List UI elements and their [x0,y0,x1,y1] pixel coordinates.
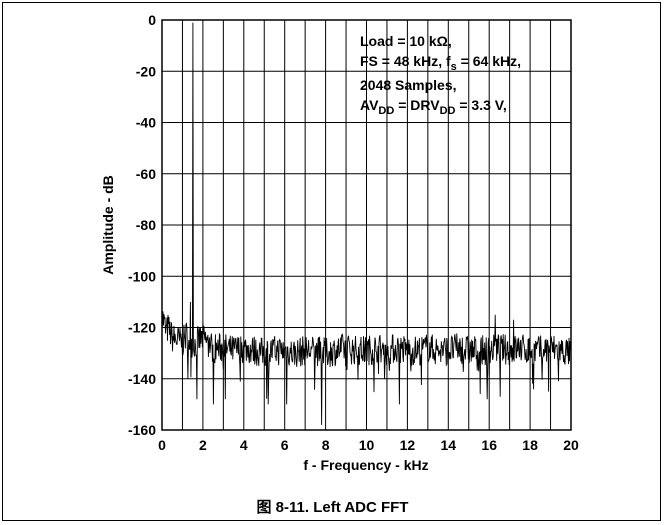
y-tick-label: -40 [136,115,156,131]
annotation-line-4-a: AV [360,97,379,113]
plot-area-border [161,19,572,431]
annotation-line-3: 2048 Samples, [360,77,457,93]
annotation-line-2-a: FS = 48 kHz, f [360,53,451,69]
x-tick-label: 4 [240,437,248,453]
figure-frame [2,2,661,521]
annotation-line-4-b: = DRV [394,97,440,113]
fft-series-line [161,22,572,425]
annotation-line-1: Load = 10 kΩ, [360,33,452,49]
y-tick-label: -20 [136,63,156,79]
x-tick-label: 18 [522,437,538,453]
y-tick-label: -60 [136,166,156,182]
x-tick-label: 2 [199,437,207,453]
x-tick-label: 8 [322,437,330,453]
y-tick-label: -80 [136,217,156,233]
y-tick-label: -100 [128,268,156,284]
x-tick-label: 0 [158,437,166,453]
annotation-line-2: FS = 48 kHz, fs = 64 kHz, [360,53,521,73]
y-tick-label: -160 [128,422,156,438]
annotation-line-2-b: = 64 kHz, [457,53,521,69]
x-tick-label: 16 [481,437,497,453]
x-tick-label: 10 [359,437,375,453]
x-tick-labels: 0 2 4 6 8 10 12 14 16 18 20 [158,437,579,453]
x-tick-label: 20 [563,437,579,453]
x-tick-label: 12 [400,437,416,453]
y-tick-label: -120 [128,320,156,336]
test-conditions-annotation: Load = 10 kΩ, FS = 48 kHz, fs = 64 kHz, … [360,33,521,117]
grid [162,20,571,430]
y-tick-label: 0 [148,12,156,28]
annotation-line-2-sub: s [451,61,457,73]
annotation-line-4-sub2: DD [440,105,456,117]
y-tick-label: -140 [128,371,156,387]
figure-caption: 图 8-11. Left ADC FFT [256,499,409,516]
x-axis-label: f - Frequency - kHz [303,457,428,473]
y-axis-label: Amplitude - dB [100,175,116,275]
annotation-line-4: AVDD = DRVDD = 3.3 V, [360,97,507,117]
annotation-line-4-c: = 3.3 V, [455,97,506,113]
x-tick-label: 6 [281,437,289,453]
annotation-line-4-sub1: DD [378,105,394,117]
x-tick-label: 14 [441,437,457,453]
y-tick-labels: 0 -20 -40 -60 -80 -100 -120 -140 -160 [128,12,156,438]
